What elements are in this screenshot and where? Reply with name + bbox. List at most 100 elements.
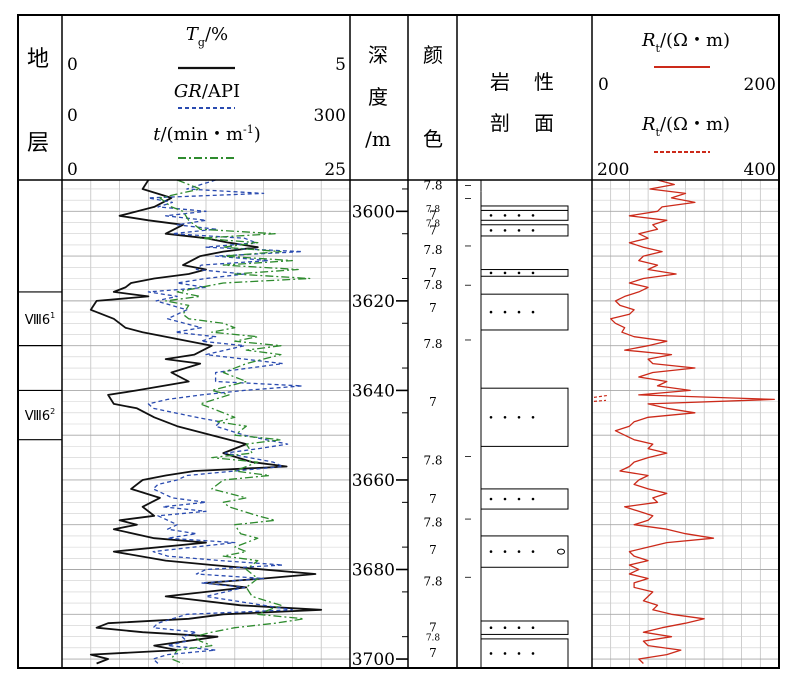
color-code: 7: [429, 646, 437, 660]
tg-max: 5: [335, 55, 346, 75]
litho-header-char4: 面: [534, 111, 554, 135]
lithology-column: 7.87.877.877.877.877.877.877.877.877.87: [423, 179, 569, 669]
sand-layer: [480, 488, 569, 510]
sand-layer: [480, 535, 569, 568]
color-code: 7: [429, 208, 437, 222]
color-code: 7: [429, 621, 437, 635]
series-line-tg: [89, 179, 323, 665]
sand-dot: [517, 550, 521, 553]
sand-dot: [531, 626, 535, 630]
series-line-t: [159, 179, 311, 665]
color-header-char2: 色: [423, 127, 443, 151]
t-axis-label: t/(min・m-1): [153, 123, 261, 145]
color-code: 7: [429, 492, 437, 506]
depth-header-char1: 深: [368, 43, 388, 67]
sand-dot: [531, 229, 535, 232]
depth-tick-label: 3600: [352, 202, 395, 222]
sand-dot: [489, 497, 493, 501]
sand-dot: [503, 214, 507, 217]
litho-header-char2: 性: [534, 70, 554, 94]
sand-dot: [489, 415, 493, 419]
color-code: 7.8: [423, 337, 442, 351]
log-curves: [89, 179, 775, 665]
rt2-legend: Rt/(Ω・m) 200 400: [597, 114, 776, 180]
rt1-max: 200: [744, 75, 776, 95]
depth-tick-label: 3660: [352, 471, 395, 491]
rt1-legend: Rt/(Ω・m) 0 200: [598, 30, 776, 95]
tg-legend: Tg/% 0 5: [67, 24, 346, 75]
sand-dot: [517, 310, 521, 314]
strata-zones: [18, 291, 62, 441]
sand-dot: [489, 626, 493, 630]
rt2-axis-label: Rt/(Ω・m): [641, 114, 730, 139]
sand-dot: [489, 310, 493, 314]
color-header-char1: 颜: [423, 43, 443, 67]
color-code: 7: [429, 395, 437, 409]
litho-header-char1: 岩: [490, 70, 510, 94]
sand-dot: [503, 550, 507, 553]
sand-dot: [531, 652, 535, 655]
sand-dot: [531, 271, 535, 275]
table-frame: 3600 3620 3640 3660 3680 3700: [17, 14, 780, 670]
sand-dot: [531, 310, 535, 314]
t-min: 0: [67, 160, 78, 180]
log-gridlines: [62, 180, 779, 668]
color-code: 7.8: [423, 243, 442, 257]
color-code: 7.8: [423, 179, 442, 193]
color-code: 7: [429, 223, 437, 237]
depth-tick-label: 3680: [352, 561, 395, 581]
color-code: 7: [429, 301, 437, 315]
sand-dot: [517, 229, 521, 232]
t-max: 25: [324, 160, 346, 180]
depth-tick-label: 3640: [352, 381, 395, 401]
zone-label-viii6-1: Ⅷ61: [25, 311, 55, 328]
gr-axis-label: GR/API: [174, 81, 240, 102]
rt2-min: 200: [597, 160, 629, 180]
sand-dot: [503, 229, 507, 232]
sand-dot: [489, 229, 493, 232]
sand-dot: [531, 415, 535, 419]
series-line-rt: [610, 179, 775, 664]
depth-tick-label: 3620: [352, 292, 395, 312]
color-code: 7.8: [423, 278, 442, 292]
gr-min: 0: [67, 106, 78, 126]
gr-legend: GR/API 0 300: [67, 81, 346, 126]
sand-dot: [489, 214, 493, 217]
sand-dot: [517, 415, 521, 419]
color-code: 7: [429, 543, 437, 557]
sand-dot: [503, 310, 507, 314]
sand-layer: [480, 224, 569, 237]
sand-dot: [489, 271, 493, 275]
sand-dot: [503, 652, 507, 655]
depth-tick-label: 3700: [352, 650, 395, 670]
sand-dot: [489, 652, 493, 655]
sand-dot: [517, 271, 521, 275]
sand-dot: [531, 550, 535, 553]
sand-layer: [480, 620, 569, 635]
sand-dot: [517, 497, 521, 501]
sand-dot: [517, 214, 521, 217]
t-legend: t/(min・m-1) 0 25: [67, 123, 346, 180]
sand-dot: [517, 652, 521, 655]
outer-border: [17, 14, 780, 669]
sand-dot: [531, 214, 535, 217]
sand-layer: [480, 387, 569, 447]
sand-layer: [480, 293, 569, 331]
sand-dot: [531, 497, 535, 501]
rt2-max: 400: [744, 160, 776, 180]
color-code: 7.8: [426, 634, 441, 644]
sand-dot: [489, 550, 493, 553]
sand-dot: [517, 626, 521, 630]
tg-min: 0: [67, 55, 78, 75]
sand-layer: [480, 269, 569, 277]
tg-axis-label: Tg/%: [186, 24, 228, 49]
color-code: 7.8: [423, 515, 442, 529]
color-code: 7.8: [426, 220, 441, 230]
sand-dot: [503, 415, 507, 419]
rt1-axis-label: Rt/(Ω・m): [641, 30, 730, 55]
sand-dot: [503, 626, 507, 630]
rt1-min: 0: [598, 75, 609, 95]
litho-header-char3: 剖: [490, 111, 510, 135]
pebble-symbol: [557, 548, 565, 555]
